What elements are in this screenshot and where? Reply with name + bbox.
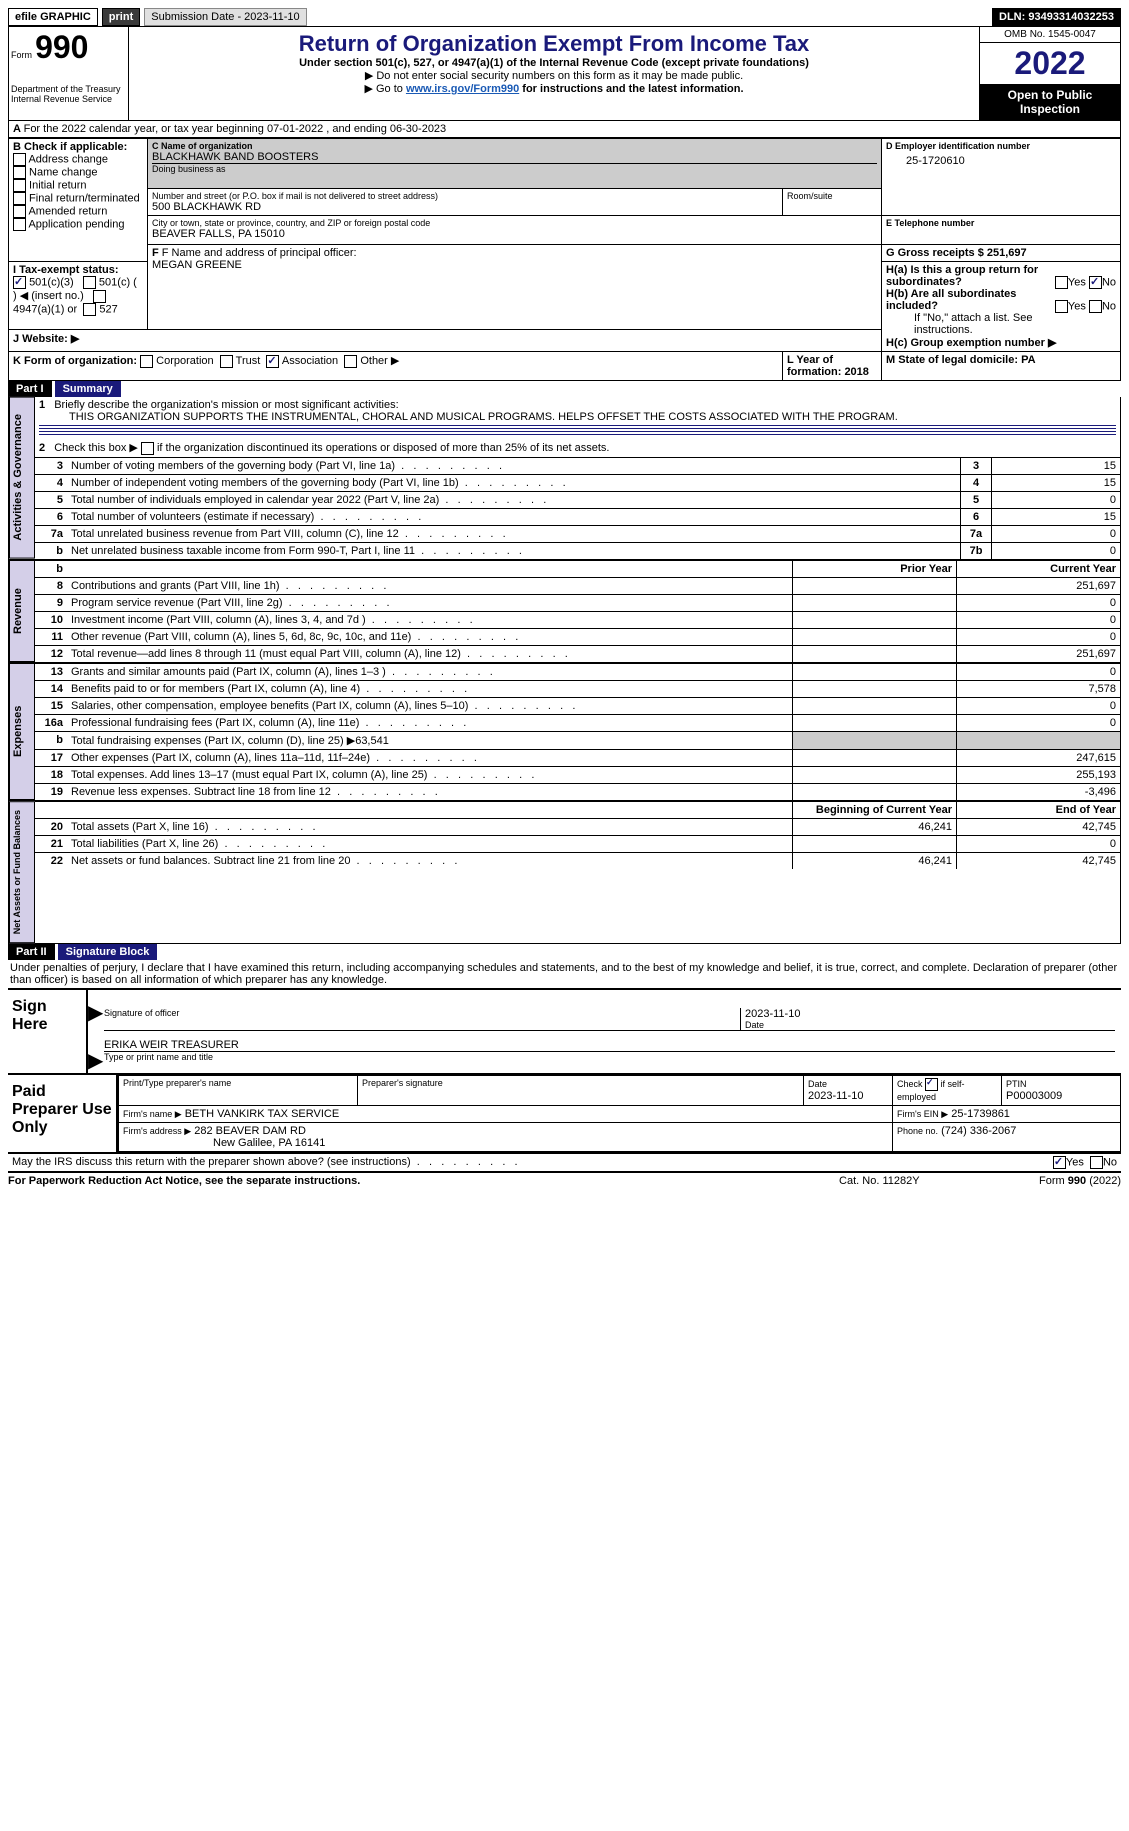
officer-label: F Name and address of principal officer: (162, 247, 357, 259)
note-2: ▶ Go to www.irs.gov/Form990 for instruct… (133, 82, 975, 95)
year-formation: L Year of formation: 2018 (787, 354, 869, 378)
paperwork-notice: For Paperwork Reduction Act Notice, see … (8, 1175, 839, 1187)
inspection-label: Open to Public Inspection (980, 84, 1120, 120)
dba-label: Doing business as (152, 164, 877, 174)
checkbox-Initial return[interactable] (13, 179, 26, 192)
print-button[interactable]: print (102, 8, 140, 26)
mission-text: THIS ORGANIZATION SUPPORTS THE INSTRUMEN… (39, 411, 898, 423)
submission-date: Submission Date - 2023-11-10 (144, 8, 306, 26)
trust-checkbox[interactable] (220, 355, 233, 368)
corp-checkbox[interactable] (140, 355, 153, 368)
checkbox-Address change[interactable] (13, 153, 26, 166)
ha-no[interactable] (1089, 276, 1102, 289)
form-title: Return of Organization Exempt From Incom… (133, 31, 975, 57)
department-label: Department of the Treasury Internal Reve… (11, 84, 126, 104)
527-checkbox[interactable] (83, 303, 96, 316)
efile-button[interactable]: efile GRAPHIC (8, 8, 98, 26)
form-prefix: Form (11, 50, 32, 60)
form-subtitle: Under section 501(c), 527, or 4947(a)(1)… (133, 57, 975, 69)
state-domicile: M State of legal domicile: PA (886, 354, 1036, 366)
omb-number: OMB No. 1545-0047 (980, 27, 1120, 43)
section-b-label: B Check if applicable: (13, 141, 143, 153)
checkbox-Name change[interactable] (13, 166, 26, 179)
expenses-label: Expenses (9, 663, 35, 800)
officer-name-title: ERIKA WEIR TREASURER (104, 1039, 1115, 1051)
discuss-no[interactable] (1090, 1156, 1103, 1169)
addr-label: Number and street (or P.O. box if mail i… (152, 191, 778, 201)
checkbox-Application pending[interactable] (13, 218, 26, 231)
dln-label: DLN: 93493314032253 (992, 8, 1121, 26)
ein-value: 25-1720610 (886, 151, 1116, 171)
checkbox-Final return/terminated[interactable] (13, 192, 26, 205)
note-1: ▶ Do not enter social security numbers o… (133, 69, 975, 82)
netassets-label: Net Assets or Fund Balances (9, 801, 35, 943)
room-label: Room/suite (787, 191, 877, 201)
city-value: BEAVER FALLS, PA 15010 (152, 228, 877, 240)
phone-e-label: E Telephone number (886, 218, 1116, 228)
4947-checkbox[interactable] (93, 290, 106, 303)
form-header: Form 990 Department of the Treasury Inte… (8, 26, 1121, 121)
officer-name: MEGAN GREENE (152, 259, 242, 271)
form-number: 990 (35, 29, 88, 65)
ha-yes[interactable] (1055, 276, 1068, 289)
section-i-label: I Tax-exempt status: (13, 264, 143, 276)
line-a: A For the 2022 calendar year, or tax yea… (8, 121, 1121, 138)
revenue-label: Revenue (9, 560, 35, 662)
discuss-question: May the IRS discuss this return with the… (12, 1156, 1053, 1169)
ha-label: H(a) Is this a group return for subordin… (886, 264, 1038, 288)
ein-label: D Employer identification number (886, 141, 1116, 151)
501c-checkbox[interactable] (83, 276, 96, 289)
declaration: Under penalties of perjury, I declare th… (8, 960, 1121, 990)
checkbox-Amended return[interactable] (13, 205, 26, 218)
website-label: J Website: ▶ (13, 333, 79, 345)
irs-link[interactable]: www.irs.gov/Form990 (406, 83, 519, 95)
other-checkbox[interactable] (344, 355, 357, 368)
identification-table: B Check if applicable: Address change Na… (8, 138, 1121, 381)
name-label: C Name of organization (152, 141, 877, 151)
hb-note: If "No," attach a list. See instructions… (886, 312, 1116, 336)
street-address: 500 BLACKHAWK RD (152, 201, 778, 213)
cat-number: Cat. No. 11282Y (839, 1175, 1039, 1187)
gross-receipts: G Gross receipts $ 251,697 (886, 247, 1027, 259)
part2-header: Part II Signature Block (8, 944, 1121, 960)
discuss-yes[interactable] (1053, 1156, 1066, 1169)
hc-label: H(c) Group exemption number ▶ (886, 336, 1116, 349)
firm-name: BETH VANKIRK TAX SERVICE (185, 1108, 339, 1120)
governance-label: Activities & Governance (9, 397, 35, 559)
tax-year: 2022 (980, 43, 1120, 84)
paid-preparer-label: Paid Preparer Use Only (8, 1075, 118, 1152)
501c3-checkbox[interactable] (13, 276, 26, 289)
self-employed-checkbox[interactable] (925, 1078, 938, 1091)
sign-here-label: Sign Here (8, 990, 88, 1073)
hb-yes[interactable] (1055, 300, 1068, 313)
top-toolbar: efile GRAPHIC print Submission Date - 20… (8, 8, 1121, 26)
assoc-checkbox[interactable] (266, 355, 279, 368)
hb-no[interactable] (1089, 300, 1102, 313)
org-name: BLACKHAWK BAND BOOSTERS (152, 151, 877, 163)
sig-officer-label: Signature of officer (104, 1008, 740, 1030)
part1-header: Part I Summary (8, 381, 1121, 397)
sig-date: 2023-11-10 (745, 1008, 895, 1020)
q2-label: Check this box ▶ if the organization dis… (54, 442, 609, 454)
q1-label: Briefly describe the organization's miss… (54, 399, 398, 411)
hb-label: H(b) Are all subordinates included? (886, 288, 1016, 312)
section-k-label: K Form of organization: (13, 355, 137, 367)
city-label: City or town, state or province, country… (152, 218, 877, 228)
